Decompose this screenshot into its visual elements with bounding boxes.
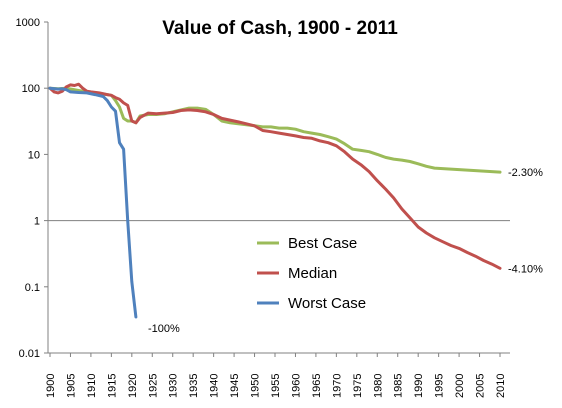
x-tick-label: 1935 xyxy=(188,374,200,398)
x-tick-label: 1910 xyxy=(86,374,98,398)
series-layer xyxy=(48,82,502,319)
y-tick-label: 1000 xyxy=(16,17,40,29)
x-tick-label: 1975 xyxy=(352,374,364,398)
x-tick-label: 1915 xyxy=(106,374,118,398)
end-labels: -2.30% -4.10% -100% xyxy=(148,167,543,335)
x-tick-label: 1925 xyxy=(147,374,159,398)
y-tick-label: 100 xyxy=(22,83,40,95)
legend-label: Worst Case xyxy=(288,295,366,312)
series-line-median xyxy=(48,82,502,270)
y-axis: 1000 100 10 1 0.1 0.01 xyxy=(16,17,48,360)
chart-title: Value of Cash, 1900 - 2011 xyxy=(162,18,398,39)
x-axis: 1900 1905 1910 1915 1920 1925 1930 1935 1940 1945… xyxy=(45,353,507,398)
x-tick-label: 1970 xyxy=(331,374,343,398)
x-tick-label: 1960 xyxy=(290,374,302,398)
legend-label: Median xyxy=(288,265,337,282)
x-tick-label: 1980 xyxy=(372,374,384,398)
series-end-label: -2.30% xyxy=(508,167,543,179)
plot-frame xyxy=(47,22,510,354)
x-tick-label: 1955 xyxy=(270,374,282,398)
x-tick-label: 1945 xyxy=(229,374,241,398)
x-tick-label: 1930 xyxy=(168,374,180,398)
y-tick-label: 0.1 xyxy=(25,282,40,294)
x-tick-label: 1900 xyxy=(45,374,57,398)
series-end-label: -4.10% xyxy=(508,263,543,275)
x-tick-label: 1995 xyxy=(434,374,446,398)
x-tick-label: 2005 xyxy=(475,374,487,398)
series-line-best-case xyxy=(48,86,502,174)
x-tick-label: 2000 xyxy=(454,374,466,398)
x-tick-label: 1940 xyxy=(209,374,221,398)
x-tick-label: 1965 xyxy=(311,374,323,398)
x-tick-label: 1985 xyxy=(393,374,405,398)
y-tick-label: 1 xyxy=(34,216,40,228)
x-tick-label: 1905 xyxy=(65,374,77,398)
x-tick-label: 2010 xyxy=(495,374,507,398)
x-tick-label: 1950 xyxy=(250,374,262,398)
x-tick-label: 1990 xyxy=(413,374,425,398)
y-tick-label: 0.01 xyxy=(19,348,40,360)
legend-label: Best Case xyxy=(288,235,357,252)
series-end-label: -100% xyxy=(148,323,180,335)
x-tick-label: 1920 xyxy=(127,374,139,398)
legend: Best Case Median Worst Case xyxy=(257,235,366,312)
y-tick-label: 10 xyxy=(28,149,40,161)
series-line-worst-case xyxy=(48,86,138,319)
